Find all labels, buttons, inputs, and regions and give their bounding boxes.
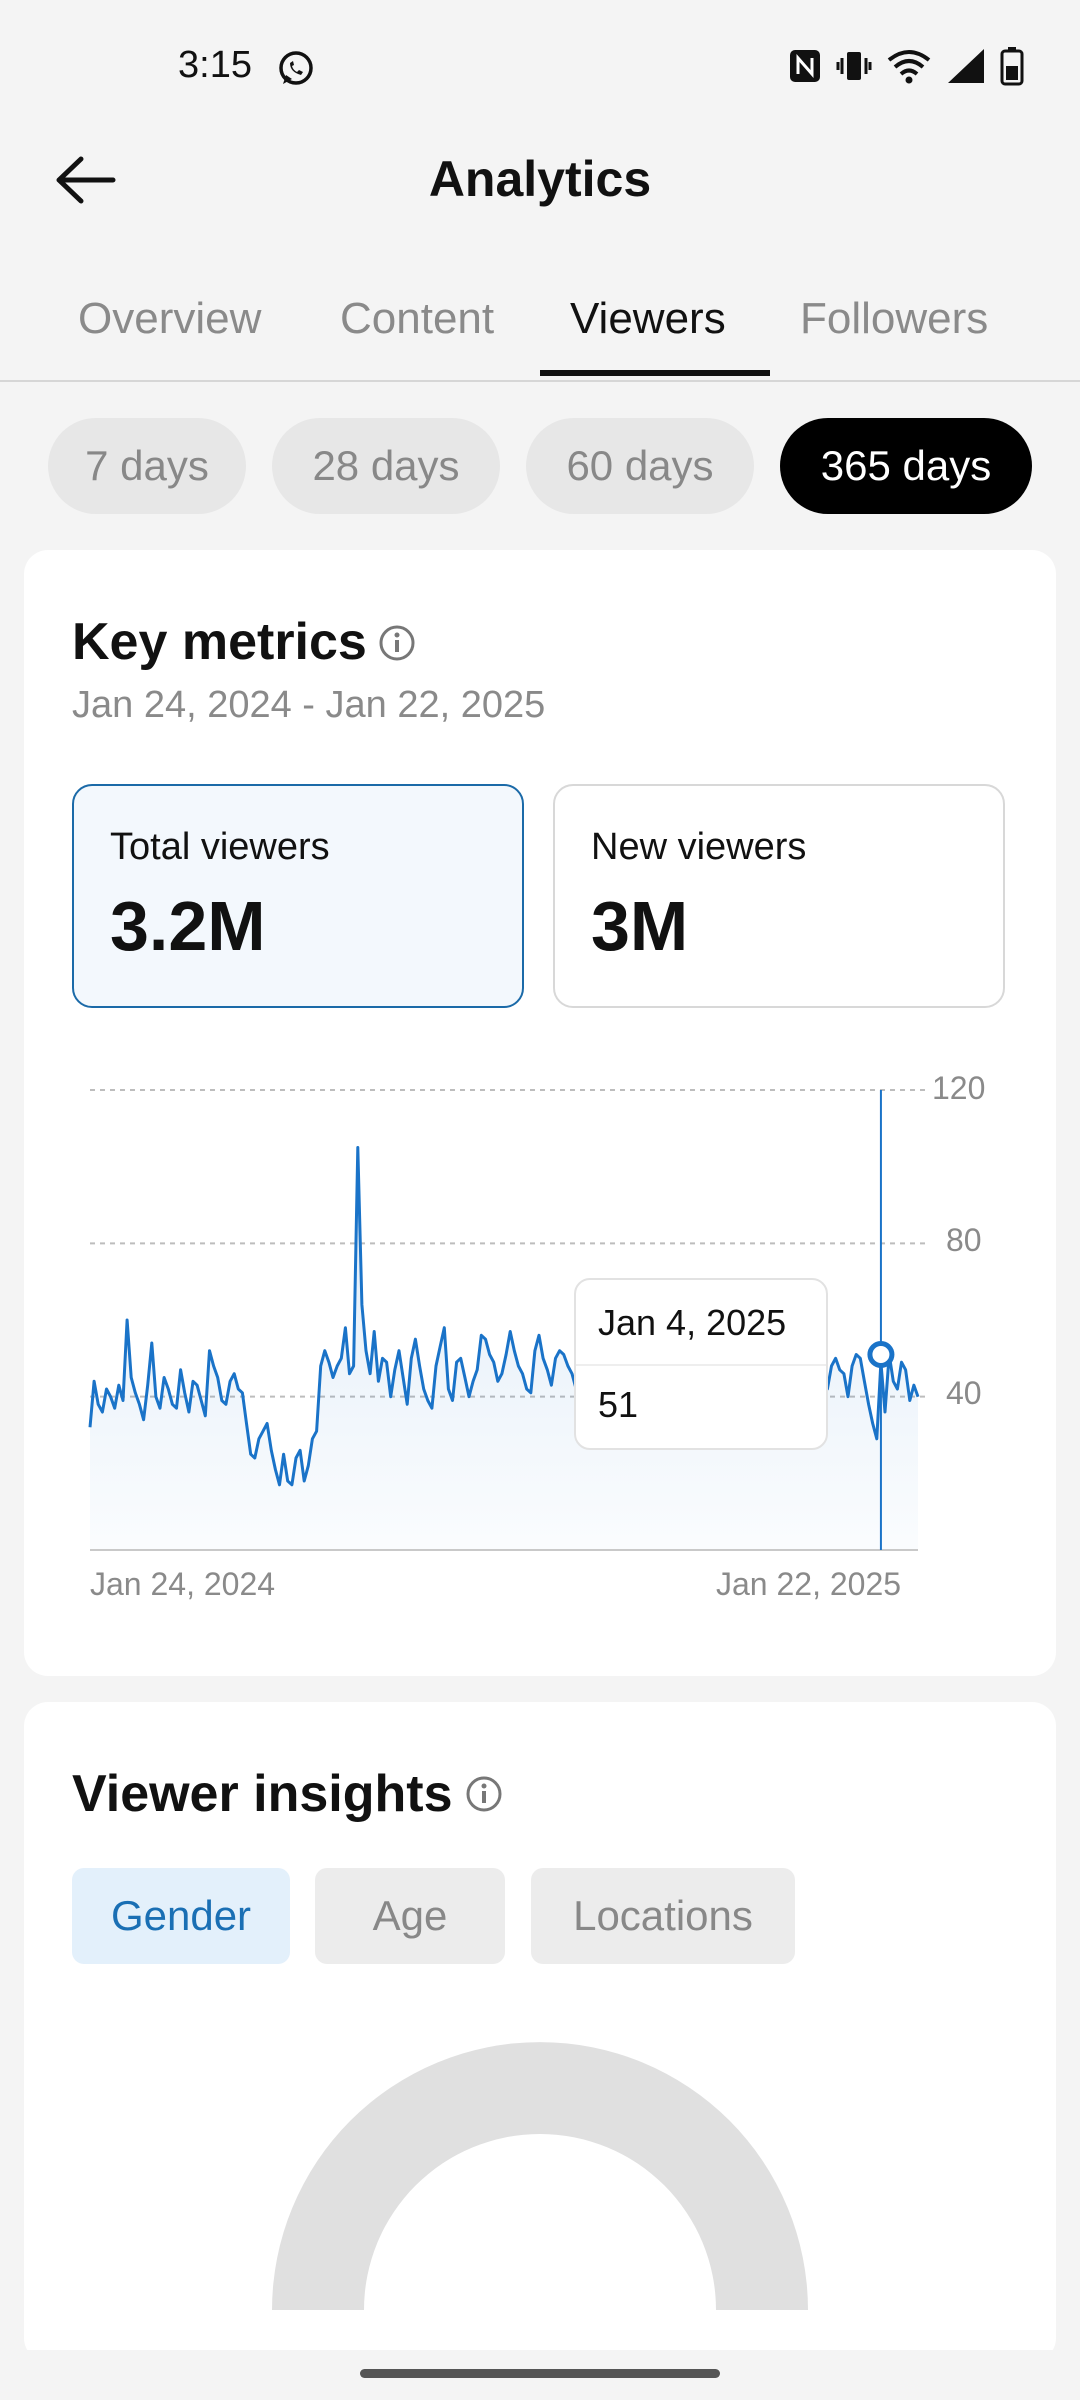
total-viewers-card[interactable]: Total viewers 3.2M xyxy=(72,784,524,1008)
total-viewers-label: Total viewers xyxy=(110,826,330,868)
viewer-insights-card xyxy=(24,1702,1056,2362)
new-viewers-card[interactable]: New viewers 3M xyxy=(553,784,1005,1008)
nfc-icon xyxy=(790,50,820,82)
page-title: Analytics xyxy=(428,151,652,207)
x-start-label: Jan 24, 2024 xyxy=(90,1566,276,1602)
home-indicator[interactable] xyxy=(360,2369,720,2378)
viewers-chart[interactable] xyxy=(0,1060,1080,1620)
vibrate-icon xyxy=(836,52,872,80)
active-tab-indicator xyxy=(540,370,770,376)
range-28-days[interactable]: 28 days xyxy=(272,418,500,514)
tooltip-date: Jan 4, 2025 xyxy=(598,1302,787,1343)
range-60-days[interactable]: 60 days xyxy=(526,418,754,514)
status-time: 3:15 xyxy=(178,44,252,86)
whatsapp-icon xyxy=(279,51,313,85)
total-viewers-value: 3.2M xyxy=(110,887,266,965)
new-viewers-value: 3M xyxy=(591,887,689,965)
y-tick-80: 80 xyxy=(946,1222,982,1258)
tooltip-divider xyxy=(576,1364,826,1366)
gender-donut-chart xyxy=(272,2042,808,2310)
key-metrics-title: Key metrics xyxy=(72,613,367,671)
segment-locations[interactable]: Locations xyxy=(531,1868,795,1964)
tooltip-value: 51 xyxy=(598,1384,639,1425)
segment-age[interactable]: Age xyxy=(315,1868,505,1964)
y-tick-120: 120 xyxy=(932,1070,986,1106)
viewer-insights-title: Viewer insights xyxy=(72,1765,453,1823)
y-tick-40: 40 xyxy=(946,1375,982,1411)
tab-followers[interactable]: Followers xyxy=(800,294,989,343)
chart-selected-point[interactable] xyxy=(867,1341,895,1368)
signal-icon xyxy=(948,49,984,83)
x-end-label: Jan 22, 2025 xyxy=(716,1566,902,1602)
tab-content[interactable]: Content xyxy=(340,294,495,343)
tab-viewers[interactable]: Viewers xyxy=(570,294,726,343)
tab-overview[interactable]: Overview xyxy=(78,294,262,343)
info-icon[interactable] xyxy=(465,1775,503,1813)
range-365-days[interactable]: 365 days xyxy=(780,418,1032,514)
segment-gender[interactable]: Gender xyxy=(72,1868,290,1964)
info-icon[interactable] xyxy=(378,624,416,662)
chart-tooltip: Jan 4, 2025 51 xyxy=(574,1278,828,1450)
range-7-days[interactable]: 7 days xyxy=(48,418,246,514)
back-button[interactable] xyxy=(50,150,120,210)
wifi-icon xyxy=(887,50,931,84)
status-icons xyxy=(788,46,1024,86)
battery-icon xyxy=(1000,47,1024,86)
new-viewers-label: New viewers xyxy=(591,826,807,868)
tab-bar: Overview Content Viewers Followers xyxy=(0,282,1080,382)
arrow-left-icon xyxy=(56,156,116,204)
date-range: Jan 24, 2024 - Jan 22, 2025 xyxy=(72,684,546,726)
